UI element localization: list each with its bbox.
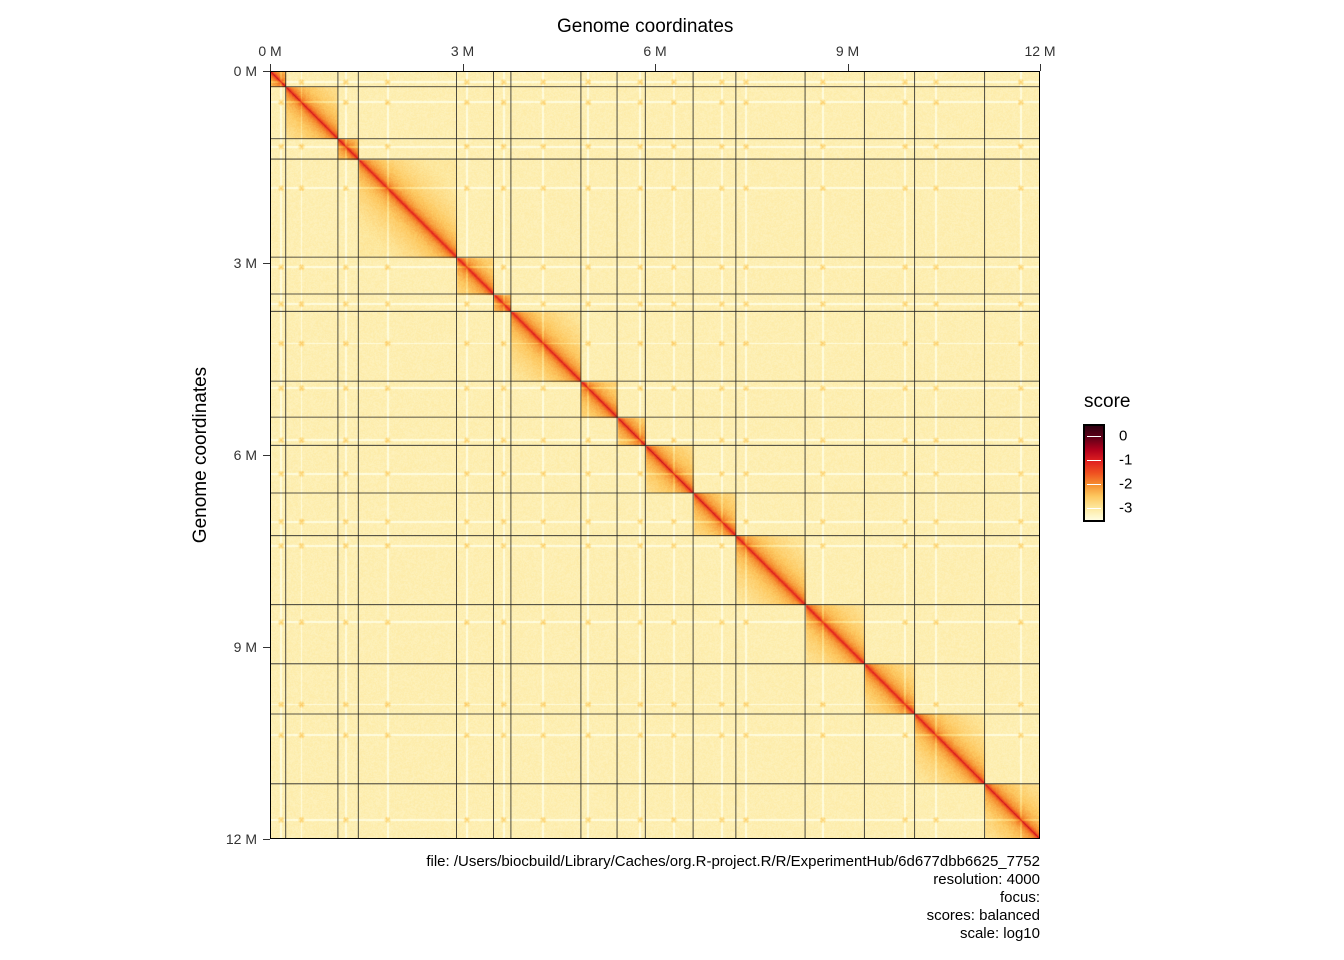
heatmap-cells — [271, 72, 1039, 838]
y-tick-mark — [263, 647, 270, 648]
legend-label: -3 — [1119, 499, 1133, 517]
legend-label: 0 — [1119, 427, 1128, 445]
x-tick-mark — [462, 64, 464, 71]
y-tick-label: 0 M — [233, 63, 257, 79]
x-tick-label: 0 M — [258, 43, 282, 59]
legend-tick — [1087, 435, 1101, 437]
caption-file: file: /Users/biocbuild/Library/Caches/or… — [426, 853, 1040, 870]
x-tick-mark — [847, 64, 849, 71]
y-tick-mark — [263, 71, 270, 72]
caption: file: /Users/biocbuild/Library/Caches/or… — [426, 853, 1040, 943]
x-tick-label: 9 M — [835, 43, 860, 59]
contact-map — [270, 71, 1040, 839]
legend-label: -1 — [1119, 451, 1133, 469]
y-tick-label: 6 M — [233, 447, 257, 463]
caption-resolution: resolution: 4000 — [933, 871, 1040, 888]
caption-scores: scores: balanced — [926, 907, 1040, 924]
y-tick-label: 3 M — [233, 255, 257, 271]
x-tick-mark — [270, 64, 271, 71]
y-tick-label: 12 M — [225, 831, 257, 847]
x-tick-mark — [655, 64, 656, 71]
x-tick-mark — [1040, 64, 1041, 71]
x-tick-label: 12 M — [1024, 43, 1056, 59]
caption-scale: scale: log10 — [959, 925, 1040, 942]
y-axis-title: Genome coordinates — [190, 366, 211, 544]
y-tick-label: 9 M — [233, 639, 257, 655]
legend-label: -2 — [1119, 475, 1133, 493]
x-tick-label: 3 M — [450, 43, 475, 59]
legend-tick — [1087, 483, 1101, 485]
legend-tick — [1087, 459, 1101, 461]
caption-focus: focus: — [999, 889, 1040, 906]
legend-tick — [1087, 507, 1101, 509]
colorbar — [1083, 424, 1105, 522]
y-tick-mark — [263, 263, 270, 264]
y-tick-mark — [263, 455, 270, 456]
chromosome-grid — [271, 72, 1039, 838]
x-axis-title: Genome coordinates — [557, 16, 734, 37]
x-tick-label: 6 M — [643, 43, 667, 59]
legend-title: score — [1084, 391, 1131, 412]
y-tick-mark — [263, 839, 270, 840]
